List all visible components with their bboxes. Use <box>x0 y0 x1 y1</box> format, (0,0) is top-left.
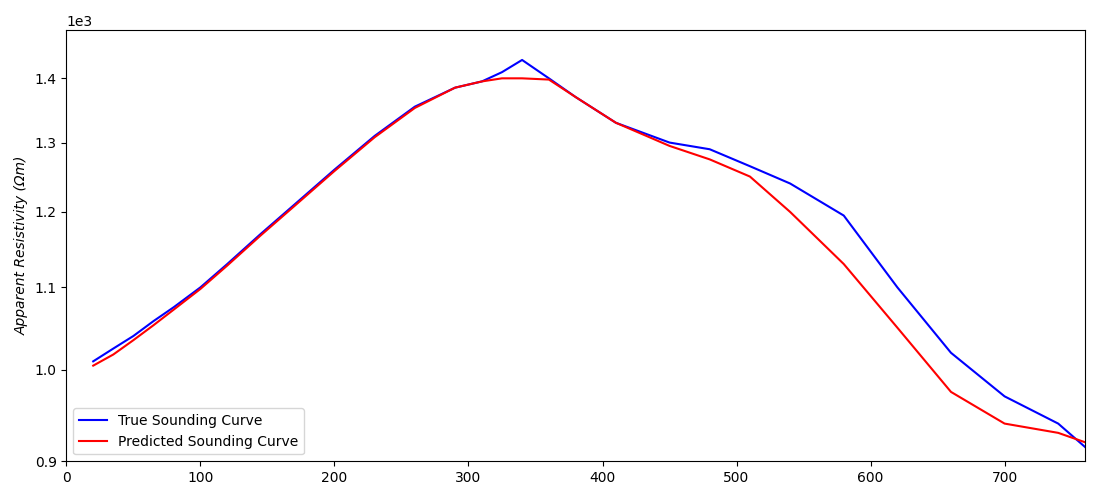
True Sounding Curve <box>609 120 623 126</box>
Predicted Sounding Curve <box>663 143 676 149</box>
True Sounding Curve <box>126 333 140 339</box>
True Sounding Curve <box>998 394 1011 400</box>
Predicted Sounding Curve <box>287 203 300 209</box>
Predicted Sounding Curve <box>449 84 462 90</box>
Predicted Sounding Curve <box>87 362 100 368</box>
Predicted Sounding Curve <box>945 389 958 395</box>
True Sounding Curve <box>703 146 716 152</box>
True Sounding Curve <box>744 163 757 169</box>
Predicted Sounding Curve <box>147 322 161 328</box>
Predicted Sounding Curve <box>167 306 180 312</box>
Predicted Sounding Curve <box>368 134 382 140</box>
Predicted Sounding Curve <box>495 76 508 82</box>
True Sounding Curve <box>475 78 488 84</box>
True Sounding Curve <box>87 358 100 364</box>
True Sounding Curve <box>221 261 234 267</box>
Predicted Sounding Curve <box>516 76 529 82</box>
True Sounding Curve <box>408 104 421 110</box>
Predicted Sounding Curve <box>569 94 582 100</box>
Legend: True Sounding Curve, Predicted Sounding Curve: True Sounding Curve, Predicted Sounding … <box>74 408 304 455</box>
Predicted Sounding Curve <box>194 286 207 292</box>
Predicted Sounding Curve <box>221 262 234 268</box>
Line: True Sounding Curve: True Sounding Curve <box>94 60 1085 447</box>
Predicted Sounding Curve <box>1052 430 1065 436</box>
True Sounding Curve <box>147 318 161 324</box>
True Sounding Curve <box>107 346 120 352</box>
Predicted Sounding Curve <box>1078 439 1091 445</box>
True Sounding Curve <box>194 284 207 290</box>
Predicted Sounding Curve <box>703 156 716 162</box>
True Sounding Curve <box>663 140 676 145</box>
True Sounding Curve <box>945 350 958 356</box>
Predicted Sounding Curve <box>998 420 1011 426</box>
Predicted Sounding Curve <box>475 78 488 84</box>
Predicted Sounding Curve <box>609 120 623 126</box>
True Sounding Curve <box>542 76 556 82</box>
Predicted Sounding Curve <box>837 261 850 267</box>
True Sounding Curve <box>368 133 382 139</box>
Predicted Sounding Curve <box>744 174 757 180</box>
True Sounding Curve <box>1052 420 1065 426</box>
True Sounding Curve <box>1078 444 1091 450</box>
True Sounding Curve <box>837 212 850 218</box>
Predicted Sounding Curve <box>783 209 796 215</box>
True Sounding Curve <box>254 231 267 237</box>
Line: Predicted Sounding Curve: Predicted Sounding Curve <box>94 78 1085 442</box>
True Sounding Curve <box>495 69 508 75</box>
Predicted Sounding Curve <box>254 232 267 238</box>
Predicted Sounding Curve <box>408 105 421 111</box>
True Sounding Curve <box>328 166 341 172</box>
Predicted Sounding Curve <box>891 324 904 330</box>
Predicted Sounding Curve <box>542 76 556 82</box>
Predicted Sounding Curve <box>126 337 140 343</box>
True Sounding Curve <box>516 57 529 63</box>
Predicted Sounding Curve <box>328 168 341 174</box>
True Sounding Curve <box>569 94 582 100</box>
Predicted Sounding Curve <box>107 352 120 358</box>
True Sounding Curve <box>783 180 796 186</box>
True Sounding Curve <box>287 202 300 207</box>
True Sounding Curve <box>891 284 904 290</box>
Y-axis label: Apparent Resistivity (Ωm): Apparent Resistivity (Ωm) <box>15 156 29 336</box>
True Sounding Curve <box>167 304 180 310</box>
True Sounding Curve <box>449 84 462 90</box>
